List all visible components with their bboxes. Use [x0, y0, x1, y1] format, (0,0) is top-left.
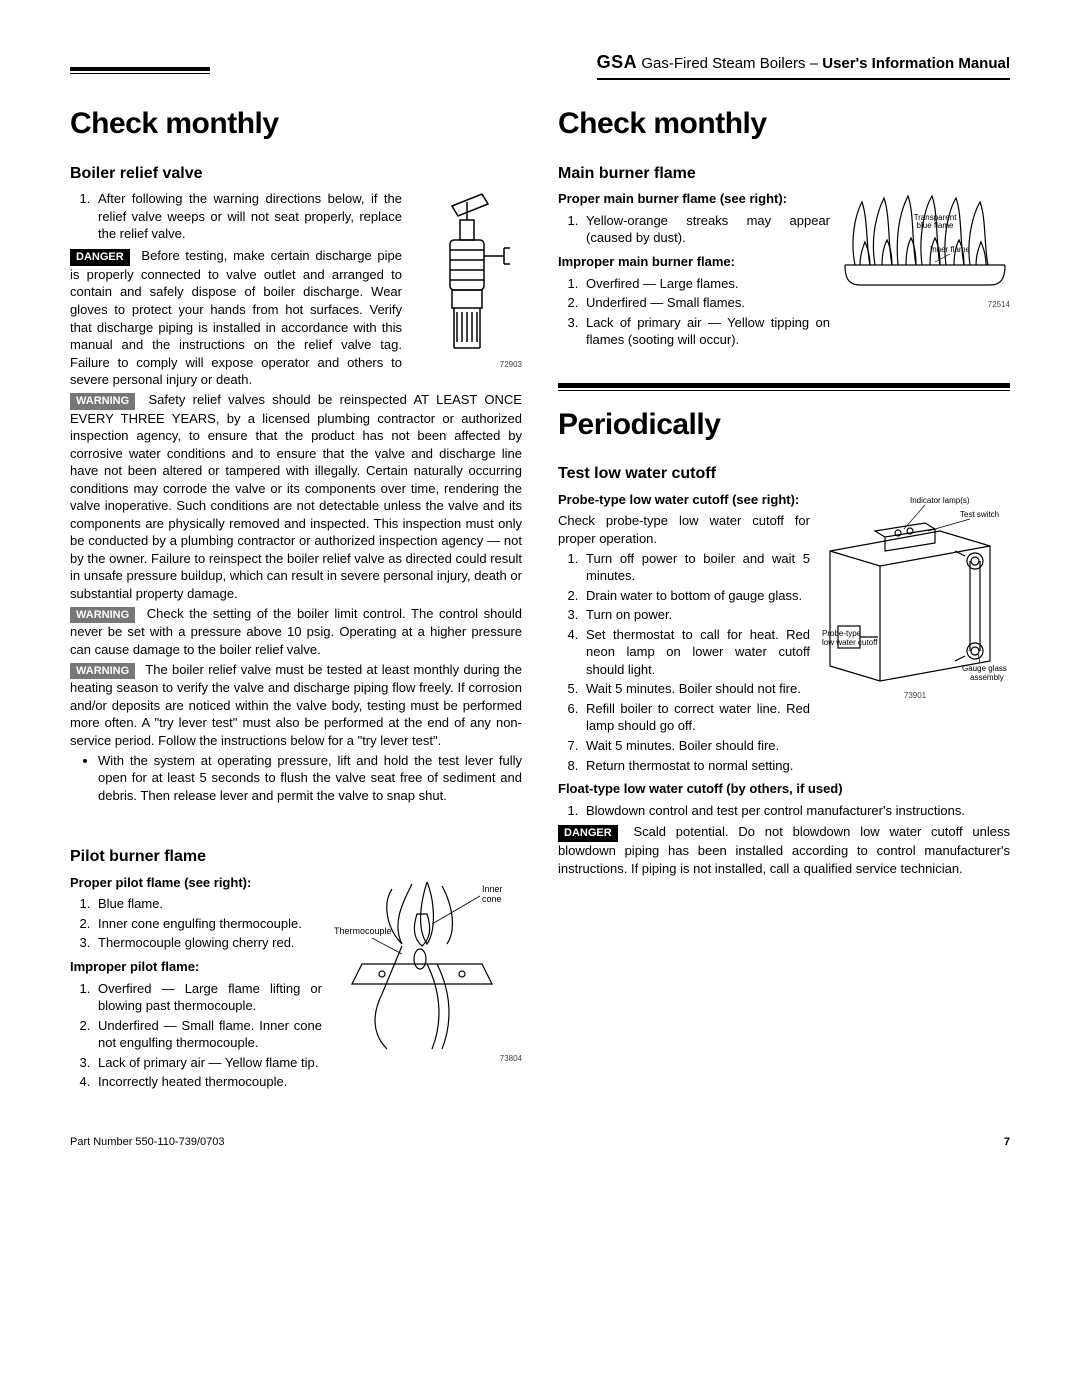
list-item: Return thermostat to normal setting. [582, 757, 1010, 775]
list-item: Incorrectly heated thermocouple. [94, 1073, 522, 1091]
list-item: Blowdown control and test per control ma… [582, 802, 1010, 820]
warning-block: WARNING The boiler relief valve must be … [70, 661, 522, 750]
list-item: Refill boiler to correct water line. Red… [582, 700, 1010, 735]
warning-tag: WARNING [70, 663, 135, 680]
label-probe: Probe-type [822, 629, 862, 638]
sep: – [810, 55, 823, 72]
diagram-id: 72903 [412, 360, 522, 371]
label-inner-cone: cone [482, 894, 502, 904]
right-column: Check monthly Main burner flame [558, 104, 1010, 1094]
danger-tag: DANGER [70, 249, 130, 266]
warning-text: The boiler relief valve must be tested a… [70, 662, 522, 748]
low-water-cutoff-icon: Indicator lamp(s) Test switch Probe-type… [820, 491, 1010, 691]
label-test-switch: Test switch [960, 510, 999, 519]
warning-text: Safety relief valves should be reinspect… [70, 392, 522, 601]
label-inner-cone: Inner [482, 884, 503, 894]
page-footer: Part Number 550-110-739/0703 7 [70, 1135, 1010, 1150]
label-indicator: Indicator lamp(s) [910, 496, 970, 505]
diagram-id: 72514 [840, 300, 1010, 311]
brand: GSA [597, 52, 638, 72]
doc-name: User's Information Manual [822, 55, 1010, 72]
warning-tag: WARNING [70, 393, 135, 410]
label-gauge: assembly [970, 673, 1004, 682]
diagram-id: 73901 [820, 691, 1010, 702]
main-burner-title: Main burner flame [558, 163, 1010, 185]
header-rule [70, 67, 210, 74]
diagram-id: 73804 [332, 1054, 522, 1065]
list-item: Wait 5 minutes. Boiler should fire. [582, 737, 1010, 755]
warning-block: WARNING Check the setting of the boiler … [70, 605, 522, 659]
relief-title: Boiler relief valve [70, 163, 522, 185]
label-inner-flame: Inner flame [930, 245, 971, 254]
warning-block: WARNING Safety relief valves should be r… [70, 391, 522, 603]
label-gauge: Gauge glass [962, 664, 1007, 673]
danger-tag: DANGER [558, 825, 618, 842]
list-item: Lack of primary air — Yellow tipping on … [582, 314, 1010, 349]
pilot-flame-diagram: Inner cone Thermocouple 73804 [332, 874, 522, 1065]
pilot-flame-icon: Inner cone Thermocouple [332, 874, 522, 1054]
relief-valve-icon [412, 190, 522, 360]
danger-block: DANGER Scald potential. Do not blowdown … [558, 823, 1010, 877]
warning-text: Check the setting of the boiler limit co… [70, 606, 522, 657]
try-lever-bullet: With the system at operating pressure, l… [98, 752, 522, 805]
section-heading: Periodically [558, 405, 1010, 446]
main-burner-icon: Transparent blue flame Inner flame [840, 190, 1010, 300]
section-divider [558, 383, 1010, 391]
warning-tag: WARNING [70, 607, 135, 624]
label-probe: low water cutoff [822, 638, 878, 647]
danger-text: Before testing, make certain discharge p… [70, 248, 402, 387]
left-column: Check monthly Boiler relief valve [70, 104, 522, 1094]
page-number: 7 [1004, 1135, 1010, 1150]
danger-text: Scald potential. Do not blowdown low wat… [558, 824, 1010, 875]
page-header: GSA Gas-Fired Steam Boilers – User's Inf… [70, 50, 1010, 80]
pilot-title: Pilot burner flame [70, 846, 522, 868]
section-heading: Check monthly [558, 104, 1010, 145]
label-transparent: blue flame [917, 221, 954, 230]
label-thermocouple: Thermocouple [334, 926, 392, 936]
part-number: Part Number 550-110-739/0703 [70, 1135, 225, 1150]
section-heading: Check monthly [70, 104, 522, 145]
main-burner-diagram: Transparent blue flame Inner flame 72514 [840, 190, 1010, 311]
float-heading: Float-type low water cutoff (by others, … [558, 780, 1010, 798]
low-water-cutoff-diagram: Indicator lamp(s) Test switch Probe-type… [820, 491, 1010, 702]
cutoff-title: Test low water cutoff [558, 463, 1010, 485]
product: Gas-Fired Steam Boilers [641, 55, 805, 72]
relief-valve-diagram: 72903 [412, 190, 522, 371]
doc-title: GSA Gas-Fired Steam Boilers – User's Inf… [597, 50, 1010, 80]
